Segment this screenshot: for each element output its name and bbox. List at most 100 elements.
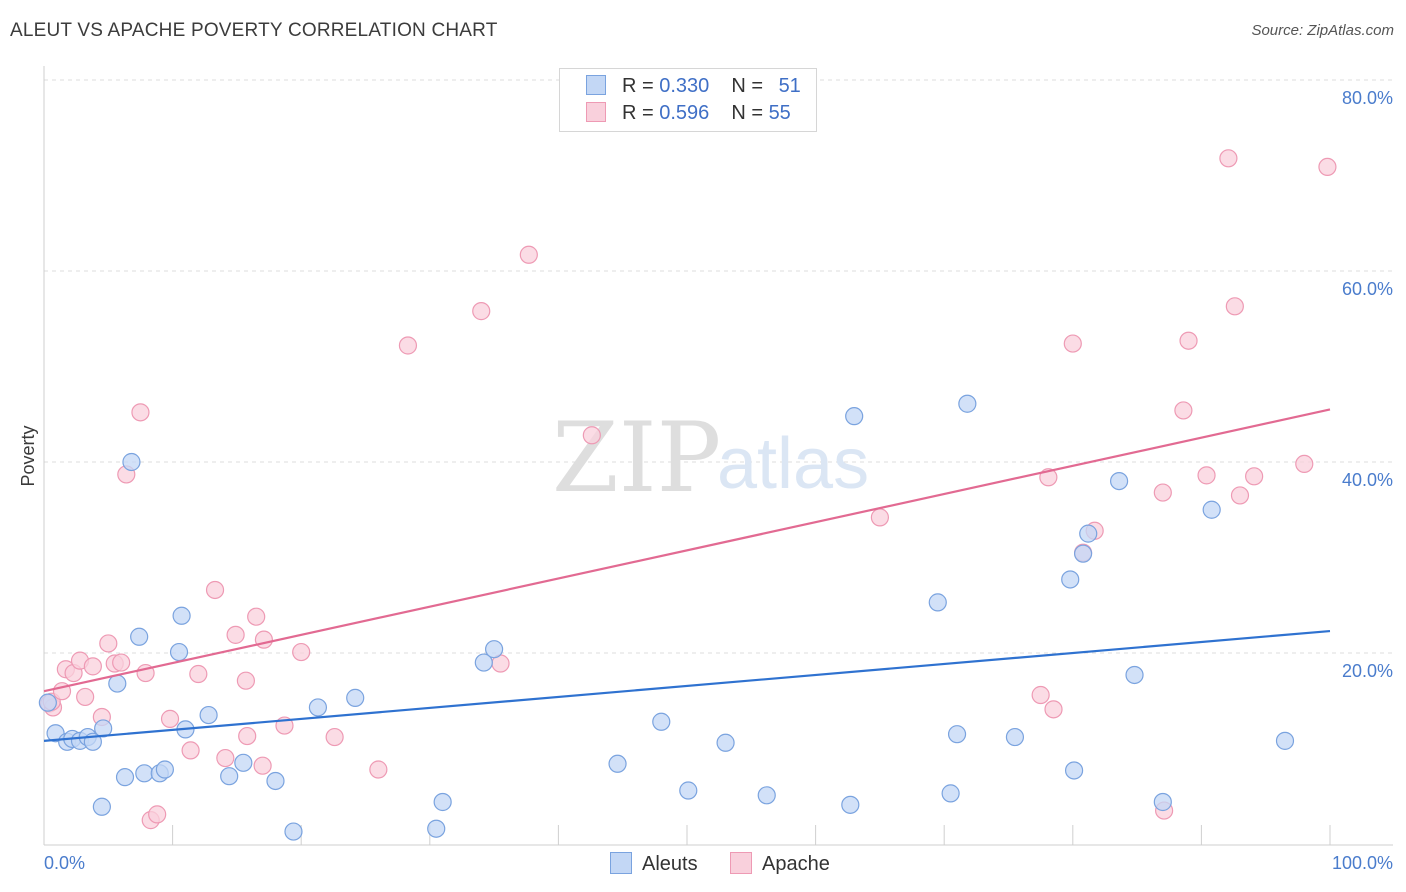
apache-point[interactable] [1174,401,1193,420]
source-label: Source: ZipAtlas.com [1251,22,1394,39]
aleuts-point[interactable] [1109,472,1129,491]
aleuts-point[interactable] [652,712,671,731]
aleuts-point[interactable] [346,688,365,707]
aleuts-point[interactable] [716,733,735,752]
legend-item-aleuts[interactable]: Aleuts [610,852,698,876]
y-axis-label: Poverty [18,425,38,486]
legend-r-label: R = [622,102,660,124]
apache-point[interactable] [181,741,200,760]
aleuts-point[interactable] [199,705,218,725]
apache-point[interactable] [131,403,150,422]
aleuts-point[interactable] [1061,570,1080,589]
apache-point[interactable] [1044,700,1063,719]
apache-point[interactable] [247,607,266,626]
axes-layer: 20.0% 40.0% 60.0% 80.0% [43,66,1393,846]
apache-trend-line [43,408,1331,693]
aleuts-point[interactable] [608,754,627,773]
aleuts-point[interactable] [1153,792,1172,812]
aleuts-point[interactable] [1064,761,1084,780]
watermark-zip: ZIP [552,402,721,514]
aleuts-point[interactable] [941,784,960,803]
apache-point[interactable] [1063,334,1082,353]
grid-layer [44,79,1393,654]
aleuts-point[interactable] [122,452,141,472]
apache-point[interactable] [1197,466,1216,485]
apache-point[interactable] [1031,685,1050,705]
aleuts-point[interactable] [474,653,493,672]
apache-point[interactable] [472,302,491,321]
apache-point[interactable] [205,580,225,600]
apache-point[interactable] [189,664,208,684]
aleuts-point[interactable] [433,792,452,812]
aleuts-point[interactable] [172,606,191,625]
apache-point[interactable] [254,630,274,649]
aleuts-point[interactable] [1275,731,1295,750]
apache-point[interactable] [1225,297,1244,316]
aleuts-point[interactable] [308,698,328,717]
aleuts-point[interactable] [115,768,135,787]
apache-point[interactable] [160,709,180,728]
aleuts-point[interactable] [928,593,947,612]
apache-point[interactable] [1179,331,1198,350]
aleuts-point[interactable] [427,819,446,838]
aleuts-point[interactable] [1073,544,1093,563]
apache-point[interactable] [582,426,601,445]
aleuts-point[interactable] [135,764,154,783]
aleuts-point[interactable] [841,795,860,814]
apache-point[interactable] [325,727,344,747]
aleuts-point[interactable] [38,693,57,712]
legend-item-apache[interactable]: Apache [730,852,830,876]
apache-point[interactable] [519,245,538,264]
aleuts-point[interactable] [958,394,977,413]
aleuts-point[interactable] [130,627,149,646]
apache-point[interactable] [236,671,256,690]
apache-point[interactable] [253,756,272,775]
apache-point[interactable] [1219,149,1238,168]
apache-point[interactable] [238,726,257,746]
aleuts-point[interactable] [1202,500,1221,519]
apache-point[interactable] [1245,467,1264,486]
apache-point[interactable] [1153,483,1172,502]
apache-point[interactable] [369,760,388,779]
aleuts-point[interactable] [1125,665,1144,685]
apache-point[interactable] [226,625,245,644]
apache-point[interactable] [398,336,418,355]
aleuts-trend-line [43,629,1331,742]
aleuts-point[interactable] [1079,524,1098,543]
y-tick-label: 40.0% [1342,470,1393,490]
aleuts-point[interactable] [845,407,864,426]
apache-point[interactable] [1230,486,1250,505]
apache-point[interactable] [148,805,167,824]
aleuts-point[interactable] [266,771,285,791]
apache-point[interactable] [1318,157,1337,177]
apache-point[interactable] [112,653,131,672]
legend-n-value-aleuts: 51 [778,75,801,97]
apache-point[interactable] [216,748,235,768]
aleuts-point[interactable] [94,719,113,738]
aleuts-point[interactable] [947,725,967,744]
aleuts-point[interactable] [1005,727,1025,747]
aleuts-point[interactable] [485,640,504,659]
apache-point[interactable] [1295,454,1314,474]
apache-point[interactable] [870,508,890,527]
apache-point[interactable] [99,634,118,653]
aleuts-point[interactable] [92,797,111,816]
aleuts-legend-swatch-icon [610,852,632,874]
trend-layer [43,408,1331,742]
aleuts-point[interactable] [169,642,189,662]
apache-point[interactable] [83,657,102,676]
legend-n-label: N = [731,75,769,97]
aleuts-point[interactable] [757,786,776,805]
y-tick-label: 60.0% [1342,279,1393,299]
aleuts-point[interactable] [679,781,698,800]
aleuts-point[interactable] [284,822,303,841]
aleuts-point[interactable] [108,674,127,693]
aleuts-point[interactable] [234,753,253,772]
apache-point[interactable] [292,642,311,662]
legend-r-value-apache: 0.596 [659,102,710,124]
aleuts-point[interactable] [220,767,239,786]
aleuts-point[interactable] [155,760,174,779]
apache-legend-swatch-icon [730,852,752,874]
apache-point[interactable] [76,687,95,707]
y-tick-label: 20.0% [1342,661,1393,681]
